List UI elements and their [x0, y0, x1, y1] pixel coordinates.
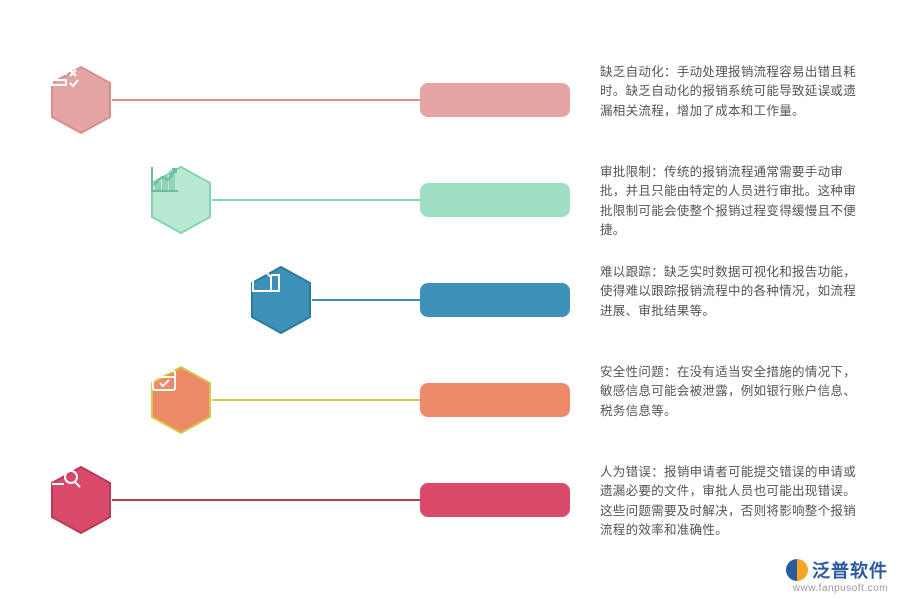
logo-url: www.fanpusoft.com — [793, 583, 888, 594]
info-row: 难以跟踪：缺乏实时数据可视化和报告功能，使得难以跟踪报销流程中的各种情况，如流程… — [0, 255, 900, 345]
description-text: 难以跟踪：缺乏实时数据可视化和报告功能，使得难以跟踪报销流程中的各种情况，如流程… — [600, 263, 860, 321]
bar-growth-icon — [150, 165, 212, 235]
item-title: 难以跟踪： — [600, 265, 664, 279]
hexagon-badge — [250, 265, 312, 335]
connector-line — [312, 299, 426, 301]
info-row: 安全性问题：在没有适当安全措施的情况下，敏感信息可能会被泄露，例如银行账户信息、… — [0, 355, 900, 445]
brand-logo: 泛普软件 www.fanpusoft.com — [786, 557, 888, 594]
color-bar — [420, 483, 570, 517]
building-icon — [250, 265, 312, 335]
item-title: 审批限制： — [600, 165, 664, 179]
description-text: 缺乏自动化：手动处理报销流程容易出错且耗时。缺乏自动化的报销系统可能导致延误或遗… — [600, 63, 860, 121]
connector-line — [212, 399, 426, 401]
info-row: 审批限制：传统的报销流程通常需要手动审批，并且只能由特定的人员进行审批。这种审批… — [0, 155, 900, 245]
item-title: 缺乏自动化： — [600, 65, 677, 79]
connector-line — [212, 199, 426, 201]
checklist-icon — [50, 65, 112, 135]
color-bar — [420, 383, 570, 417]
description-text: 审批限制：传统的报销流程通常需要手动审批，并且只能由特定的人员进行审批。这种审批… — [600, 163, 860, 241]
hexagon-badge — [50, 465, 112, 535]
color-bar — [420, 283, 570, 317]
logo-text: 泛普软件 — [812, 557, 888, 583]
hexagon-badge — [50, 65, 112, 135]
item-title: 安全性问题： — [600, 365, 677, 379]
hexagon-badge — [150, 365, 212, 435]
item-title: 人为错误： — [600, 465, 664, 479]
color-bar — [420, 183, 570, 217]
list-search-icon — [50, 465, 112, 535]
connector-line — [112, 99, 426, 101]
info-row: 缺乏自动化：手动处理报销流程容易出错且耗时。缺乏自动化的报销系统可能导致延误或遗… — [0, 55, 900, 145]
calendar-check-icon — [150, 365, 212, 435]
info-row: 人为错误：报销申请者可能提交错误的申请或遗漏必要的文件，审批人员也可能出现错误。… — [0, 455, 900, 545]
connector-line — [112, 499, 426, 501]
hexagon-badge — [150, 165, 212, 235]
color-bar — [420, 83, 570, 117]
description-text: 安全性问题：在没有适当安全措施的情况下，敏感信息可能会被泄露，例如银行账户信息、… — [600, 363, 860, 421]
description-text: 人为错误：报销申请者可能提交错误的申请或遗漏必要的文件，审批人员也可能出现错误。… — [600, 463, 860, 541]
logo-swirl-icon — [786, 559, 808, 581]
